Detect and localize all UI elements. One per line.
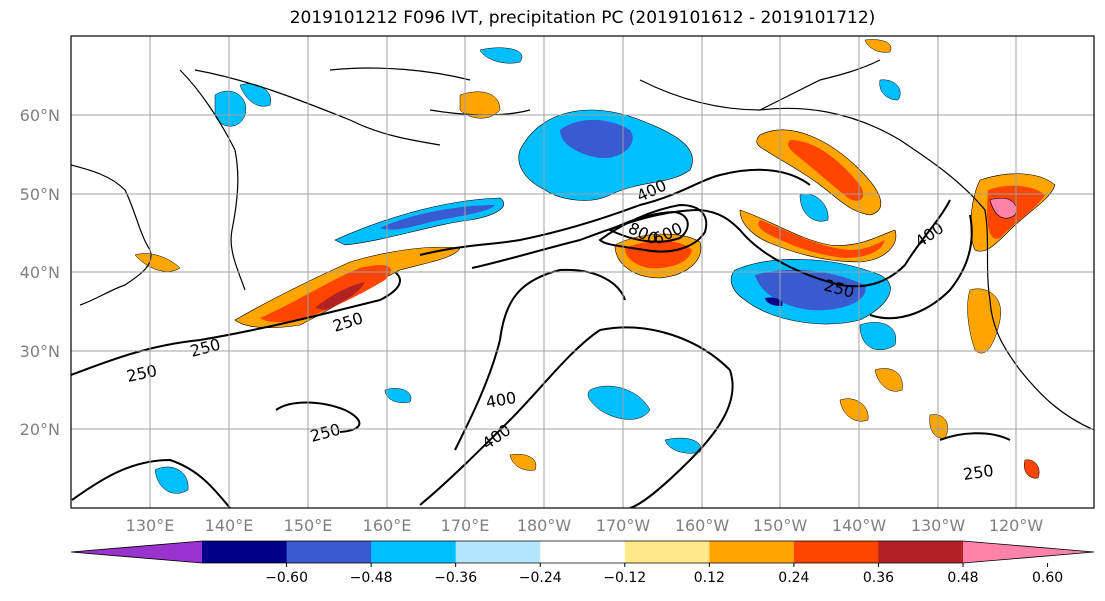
map-frame [70,35,1095,509]
colorbar-swatch [455,541,541,563]
contour-label: 250 [962,461,995,484]
colorbar-swatch [202,541,288,563]
lon-label: 130°E [126,516,175,535]
lon-label: 180°W [517,516,572,535]
colorbar-outline [70,540,1095,564]
lon-label: 150°W [753,516,808,535]
colorbar-tick-label: 0.24 [778,570,809,586]
lon-label: 140°E [205,516,254,535]
colorbar-swatch [371,541,457,563]
colorbar-swatch [624,541,710,563]
lon-label: 160°W [675,516,730,535]
colorbar-swatch [540,541,626,563]
ivt-contours [71,168,1011,508]
lat-label: 50°N [20,185,60,204]
colorbar-extend-high [963,541,1094,563]
lat-label: 60°N [20,106,60,125]
colorbar-tick-label: 0.60 [1032,570,1063,586]
colorbar-swatch [793,541,879,563]
lon-label: 140°W [832,516,887,535]
lon-label: 170°E [441,516,490,535]
lon-label: 120°W [989,516,1044,535]
colorbar-tick-label: −0.48 [350,570,393,586]
colorbar-swatch [878,541,964,563]
gridlines [71,36,1094,508]
colorbar-tick-label: 0.36 [863,570,894,586]
coastlines [71,59,1094,431]
lon-labels: 130°E 140°E 150°E 160°E 170°E 180°W 170°… [126,516,1044,535]
colorbar-tick-label: 0.12 [694,570,725,586]
colorbar-tick-label: −0.24 [519,570,562,586]
lat-label: 30°N [20,342,60,361]
lon-label: 160°E [363,516,412,535]
colorbar: −0.60 −0.48 −0.36 −0.24 −0.12 0.12 0.24 0.36 0.4… [70,540,1095,586]
lon-label: 170°W [596,516,651,535]
lat-label: 20°N [20,420,60,439]
lat-labels: 60°N 50°N 40°N 30°N 20°N [20,106,60,439]
colorbar-tick-label: 0.48 [947,570,978,586]
map-title: 2019101212 F096 IVT, precipitation PC (2… [289,8,876,28]
precipitation-shading [134,39,1056,494]
colorbar-swatch [709,541,795,563]
colorbar-swatch [286,541,372,563]
colorbar-extend-low [71,541,202,563]
lon-label: 150°E [284,516,333,535]
lon-label: 130°W [911,516,966,535]
colorbar-tick-label: −0.12 [603,570,646,586]
colorbar-tick-label: −0.60 [265,570,308,586]
colorbar-tick-label: −0.36 [434,570,477,586]
lat-label: 40°N [20,263,60,282]
